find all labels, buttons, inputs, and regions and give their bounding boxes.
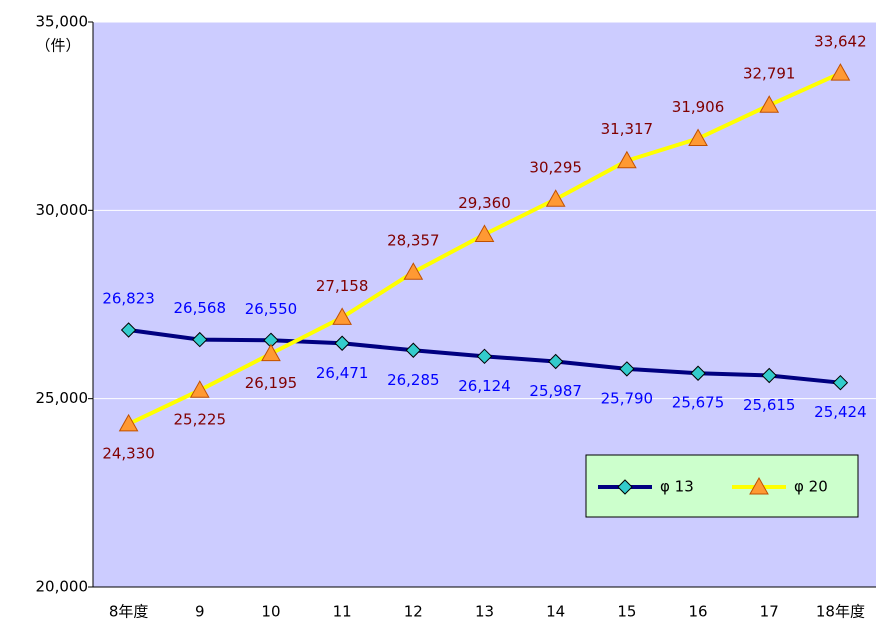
data-label: 26,550 xyxy=(245,300,298,318)
y-tick-label: 20,000 xyxy=(36,578,89,596)
data-label: 28,357 xyxy=(387,232,440,250)
diamond-marker xyxy=(120,322,137,338)
data-label: 26,568 xyxy=(174,299,227,317)
triangle-marker xyxy=(617,150,637,169)
triangle-marker xyxy=(118,413,139,432)
data-label: 29,360 xyxy=(458,194,511,212)
y-axis-label: （件） xyxy=(35,37,80,55)
data-label: 31,317 xyxy=(601,120,654,138)
x-tick-label: 9 xyxy=(195,603,205,621)
triangle-marker xyxy=(759,95,780,113)
data-label: 30,295 xyxy=(529,159,582,177)
legend-label: φ 20 xyxy=(794,478,828,496)
triangle-marker xyxy=(261,343,281,362)
diamond-marker xyxy=(192,331,208,348)
x-tick-label: 11 xyxy=(333,603,352,621)
diamond-marker xyxy=(761,367,777,384)
diamond-marker xyxy=(690,365,706,381)
triangle-marker xyxy=(403,262,424,280)
data-label: 25,987 xyxy=(529,382,582,400)
triangle-marker xyxy=(474,224,495,242)
triangle-marker xyxy=(830,63,851,81)
data-label: 33,642 xyxy=(814,33,867,51)
y-tick-label: 25,000 xyxy=(36,389,89,407)
triangle-marker xyxy=(189,380,210,398)
triangle-marker xyxy=(749,476,769,495)
data-label: 32,791 xyxy=(743,65,796,83)
data-label: 25,424 xyxy=(814,403,867,421)
x-tick-label: 18年度 xyxy=(816,603,865,621)
x-tick-label: 10 xyxy=(261,603,280,621)
x-tick-label: 16 xyxy=(688,603,707,621)
legend-label: φ 13 xyxy=(660,478,694,496)
x-tick-label: 12 xyxy=(404,603,423,621)
x-tick-label: 14 xyxy=(546,603,565,621)
data-label: 26,823 xyxy=(102,290,155,308)
diamond-marker xyxy=(832,374,849,391)
data-label: 26,195 xyxy=(245,374,298,392)
data-label: 25,675 xyxy=(672,394,725,412)
x-tick-label: 13 xyxy=(475,603,494,621)
data-label: 24,330 xyxy=(102,444,155,462)
data-label: 26,471 xyxy=(316,364,369,382)
diamond-marker xyxy=(334,335,350,351)
legend: φ 13 φ 20 xyxy=(585,454,859,518)
x-tick-label: 15 xyxy=(617,603,636,621)
diamond-marker xyxy=(617,479,633,495)
data-label: 26,285 xyxy=(387,371,440,389)
diamond-marker xyxy=(405,342,422,358)
triangle-marker xyxy=(545,189,566,207)
triangle-marker xyxy=(688,128,708,147)
data-label: 26,124 xyxy=(458,377,511,395)
y-tick-label: 35,000 xyxy=(36,13,89,31)
x-tick-label: 8年度 xyxy=(109,603,149,621)
data-label: 25,615 xyxy=(743,396,796,414)
y-tick-label: 30,000 xyxy=(36,201,89,219)
data-label: 31,906 xyxy=(672,98,725,116)
diamond-marker xyxy=(476,348,493,365)
diamond-marker xyxy=(619,361,635,377)
data-label: 25,225 xyxy=(174,411,227,429)
diamond-marker xyxy=(547,353,564,370)
x-tick-label: 17 xyxy=(760,603,779,621)
triangle-marker xyxy=(332,307,352,325)
data-label: 25,790 xyxy=(601,389,654,407)
data-label: 27,158 xyxy=(316,277,369,295)
